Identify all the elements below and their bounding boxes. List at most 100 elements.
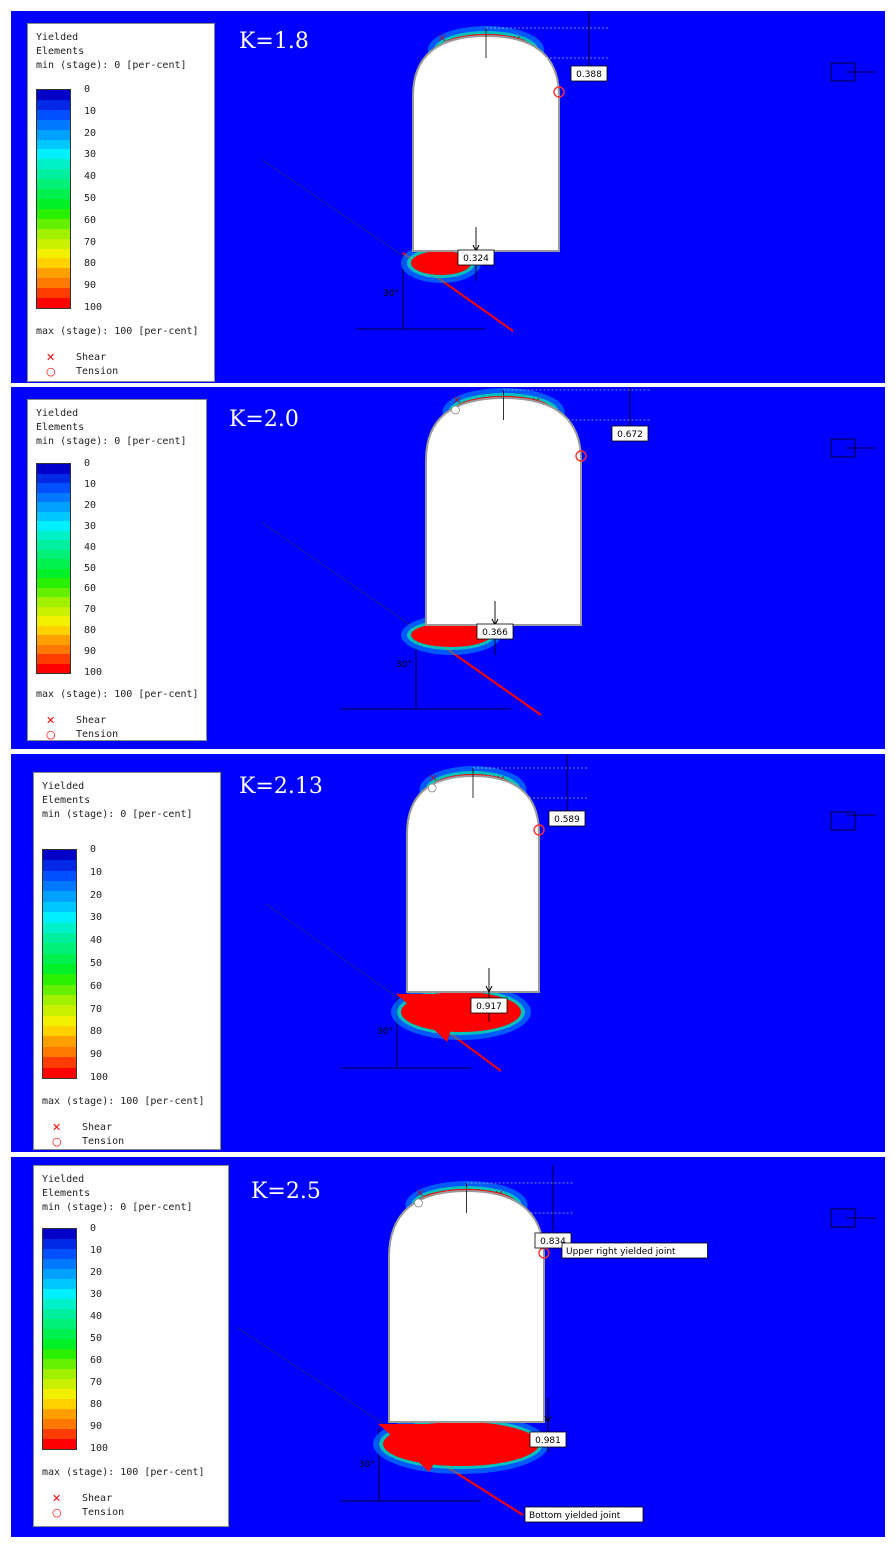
legend-tick-label: 40 (84, 171, 97, 183)
legend-tick-label: 30 (90, 1289, 103, 1300)
legend-min-label: min (stage): 0 [per-cent] (42, 809, 193, 820)
value-box (548, 810, 586, 827)
color-scale-step (43, 1046, 76, 1058)
legend-tick-label: 30 (90, 912, 103, 924)
color-scale-step (37, 625, 70, 635)
color-scale-step (43, 1269, 76, 1279)
value-box (529, 1431, 567, 1448)
color-scale-step (37, 149, 70, 160)
angle-label: 30° (396, 660, 412, 670)
color-scale-step (43, 1015, 76, 1027)
color-scale-bar (36, 463, 71, 674)
color-scale-bar (42, 849, 77, 1079)
shear-icon: ✕ (46, 351, 56, 364)
color-scale-step (43, 1299, 76, 1309)
legend: Yielded Elements min (stage): 0 [per-cent]… (27, 23, 215, 382)
color-scale-step (37, 511, 70, 521)
color-scale-step (43, 1279, 76, 1289)
color-scale-step (37, 483, 70, 493)
color-scale-step (37, 587, 70, 597)
color-scale-step (37, 119, 70, 130)
color-scale-step (37, 663, 70, 673)
legend: Yielded Elements min (stage): 0 [per-cent]… (33, 772, 221, 1150)
legend-tick-label: 40 (84, 541, 97, 553)
color-scale-step (37, 278, 70, 289)
k-label: K=2.13 (239, 774, 323, 799)
legend: Yielded Elements min (stage): 0 [per-cent]… (27, 399, 207, 741)
bottom-yield-depth: 0.981 (535, 1436, 561, 1446)
color-scale-step (43, 1319, 76, 1329)
color-scale-step (37, 549, 70, 559)
color-scale-step (37, 568, 70, 578)
shear-mark (430, 774, 437, 782)
color-scale-step (37, 530, 70, 540)
legend-min-label: min (stage): 0 [per-cent] (42, 1202, 193, 1213)
legend-title-line2: Elements (36, 422, 85, 433)
legend-title-line2: Elements (42, 795, 91, 806)
color-scale-bar (36, 89, 71, 309)
color-scale-step (37, 258, 70, 269)
tension-marker (553, 86, 565, 98)
legend-tension-label: Tension (76, 729, 119, 740)
bottom-joint-label: Bottom yielded joint (529, 1511, 621, 1521)
color-scale-step (37, 129, 70, 140)
tension-marker (575, 450, 587, 462)
color-scale-step (43, 984, 76, 996)
legend-tick-label: 20 (90, 1267, 103, 1278)
tension-icon: ○ (52, 1506, 62, 1519)
legend-tick-label: 100 (90, 1443, 109, 1454)
color-scale-step (37, 99, 70, 110)
color-scale-step (37, 606, 70, 616)
legend-min-label: min (stage): 0 [per-cent] (36, 60, 187, 71)
color-scale-step (43, 1067, 76, 1078)
k-label: K=1.8 (239, 29, 309, 54)
legend-tick-label: 80 (90, 1026, 103, 1038)
tension-icon: ○ (52, 1135, 62, 1148)
legend-tick-label: 90 (90, 1049, 103, 1061)
color-scale-step (37, 559, 70, 569)
legend-title-line1: Yielded (36, 408, 79, 419)
legend-tick-label: 0 (90, 844, 97, 855)
legend-tick-label: 50 (90, 958, 103, 969)
legend-tick-label: 100 (84, 302, 103, 313)
legend-tick-label: 20 (84, 127, 97, 139)
shear-icon: ✕ (52, 1121, 62, 1134)
legend-tick-label: 90 (90, 1421, 103, 1432)
color-scale-step (43, 860, 76, 871)
angle-label: 30° (377, 1027, 393, 1037)
color-scale-step (43, 932, 76, 944)
color-scale-step (37, 139, 70, 150)
color-scale-step (43, 922, 76, 933)
color-scale-step (43, 1289, 76, 1299)
color-scale-step (43, 1036, 76, 1047)
bottom-yield-depth: 0.917 (476, 1002, 502, 1012)
color-scale-step (37, 248, 70, 259)
bottom-yield-depth: 0.324 (463, 254, 489, 264)
color-scale-step (43, 974, 76, 985)
color-scale-step (37, 90, 70, 100)
color-scale-step (43, 1259, 76, 1269)
shear-mark (416, 1189, 424, 1197)
top-yield-depth: 0.589 (554, 815, 580, 825)
legend-title-line1: Yielded (42, 1174, 85, 1185)
color-scale-step (37, 654, 70, 664)
legend-tick-label: 0 (84, 84, 91, 95)
color-scale-step (37, 189, 70, 199)
legend-max-label: max (stage): 100 [per-cent] (42, 1096, 205, 1107)
color-scale-step (43, 995, 76, 1006)
color-scale-step (37, 109, 70, 120)
yielded-wedge (379, 1424, 457, 1472)
color-scale-step (43, 963, 76, 975)
floor-yield-zone (411, 623, 491, 647)
legend-max-label: max (stage): 100 [per-cent] (42, 1467, 205, 1478)
tension-icon: ○ (46, 728, 56, 741)
legend-tick-label: 10 (90, 1245, 103, 1256)
tension-marker (427, 783, 437, 793)
legend-tick-label: 0 (84, 458, 91, 469)
color-scale-step (43, 1005, 76, 1016)
shear-mark (438, 34, 446, 42)
value-box (470, 997, 508, 1014)
color-scale-step (43, 1339, 76, 1349)
legend-shear-label: Shear (76, 352, 107, 363)
color-scale-step (43, 1399, 76, 1409)
